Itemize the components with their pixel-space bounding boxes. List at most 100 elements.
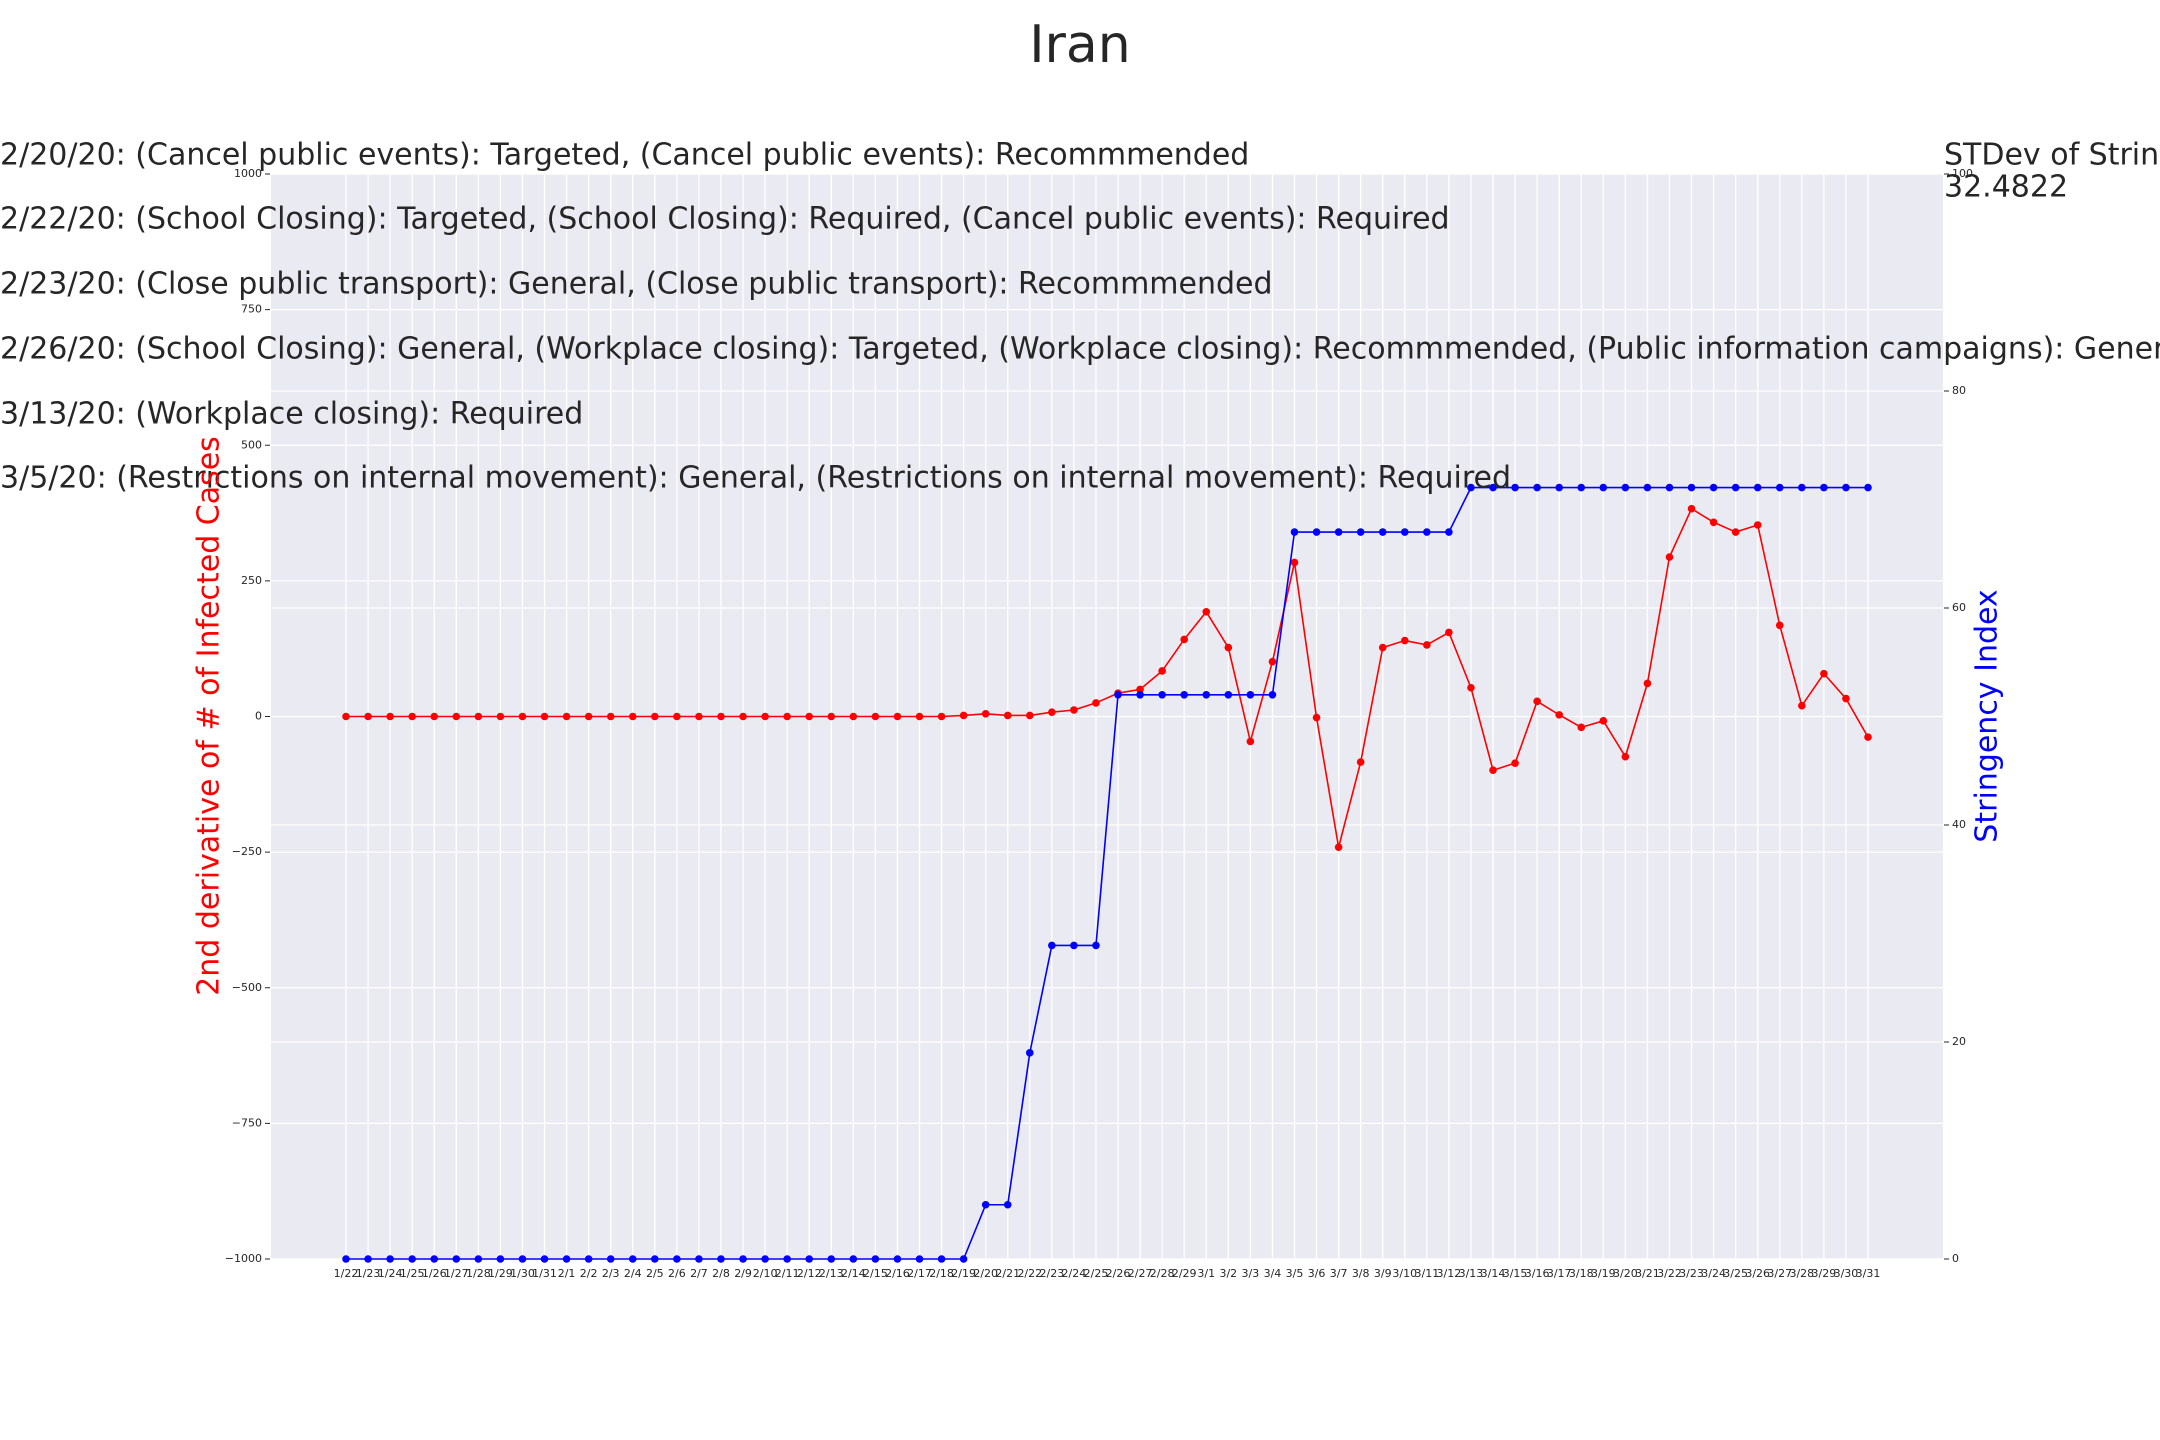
x-tick-label: 3/18 <box>1569 1267 1594 1280</box>
y-tick-label: 0 <box>255 710 262 723</box>
data-point <box>673 712 681 721</box>
x-tick-label: 3/11 <box>1414 1267 1439 1280</box>
data-point <box>871 1255 880 1263</box>
data-point <box>1180 635 1189 644</box>
data-point <box>1158 691 1166 699</box>
x-tick-label: 3/27 <box>1767 1267 1792 1280</box>
y2-tick-label: 20 <box>1952 1035 1966 1048</box>
x-tick-label: 2/28 <box>1150 1267 1175 1280</box>
data-point <box>1334 528 1343 536</box>
data-point <box>1048 941 1056 950</box>
data-point <box>739 1255 747 1263</box>
x-tick-label: 1/22 <box>334 1267 359 1280</box>
y2-tick-label: 0 <box>1952 1252 1959 1265</box>
data-point <box>496 712 505 721</box>
data-point <box>1070 706 1078 714</box>
data-point <box>1533 483 1541 492</box>
x-tick-label: 1/31 <box>532 1267 557 1280</box>
data-point <box>606 1255 615 1263</box>
data-point <box>540 712 549 721</box>
y2-tick-label: 40 <box>1952 818 1966 831</box>
data-point <box>1599 483 1608 492</box>
data-point <box>805 1255 814 1263</box>
x-tick-label: 3/28 <box>1789 1267 1814 1280</box>
x-tick-label: 2/5 <box>646 1267 664 1280</box>
data-point <box>1136 685 1144 694</box>
y2-tick-label: 100 <box>1952 167 1973 180</box>
data-point <box>386 1255 394 1263</box>
data-point <box>1621 483 1630 492</box>
x-tick-label: 2/18 <box>929 1267 954 1280</box>
data-point <box>1423 641 1431 649</box>
x-tick-label: 2/8 <box>712 1267 730 1280</box>
stdev-value: 32.4822 <box>1944 170 2068 205</box>
x-tick-label: 1/23 <box>356 1267 381 1280</box>
data-point <box>1224 691 1233 699</box>
x-tick-label: 3/5 <box>1286 1267 1304 1280</box>
x-tick-label: 2/17 <box>907 1267 932 1280</box>
y-axis-label: 2nd derivative of # of Infected Cases <box>192 436 227 996</box>
data-point <box>849 712 858 721</box>
x-tick-label: 3/24 <box>1701 1267 1726 1280</box>
data-point <box>342 712 350 721</box>
data-point <box>717 712 725 721</box>
data-point <box>1378 643 1387 652</box>
x-tick-label: 1/24 <box>378 1267 403 1280</box>
data-point <box>1224 643 1233 652</box>
y2-tick-label: 80 <box>1952 384 1966 397</box>
data-point <box>1400 636 1409 645</box>
data-point <box>1467 483 1475 492</box>
data-point <box>1246 737 1255 746</box>
data-point <box>959 711 968 720</box>
x-tick-label: 1/28 <box>466 1267 491 1280</box>
x-tick-label: 3/8 <box>1352 1267 1370 1280</box>
x-tick-label: 2/2 <box>580 1267 598 1280</box>
data-point <box>937 712 946 721</box>
data-point <box>1864 483 1872 492</box>
data-point <box>1709 518 1718 527</box>
x-tick-label: 3/17 <box>1547 1267 1572 1280</box>
y-tick-label: −1000 <box>225 1252 262 1265</box>
x-tick-label: 3/2 <box>1219 1267 1237 1280</box>
data-point <box>518 712 527 721</box>
data-point <box>1753 483 1762 492</box>
data-point <box>474 712 483 721</box>
data-point <box>1731 483 1740 492</box>
data-point <box>1246 691 1255 699</box>
data-point <box>981 1200 990 1209</box>
data-point <box>893 1255 902 1263</box>
x-tick-label: 3/12 <box>1437 1267 1462 1280</box>
data-point <box>452 1255 461 1263</box>
data-point <box>452 712 461 721</box>
data-point <box>1643 679 1652 688</box>
data-point <box>1687 483 1696 492</box>
data-point <box>408 1255 416 1263</box>
x-tick-label: 3/10 <box>1392 1267 1417 1280</box>
data-point <box>386 712 394 721</box>
x-tick-label: 1/27 <box>444 1267 469 1280</box>
y-tick-label: 1000 <box>234 167 262 180</box>
data-point <box>1136 691 1144 699</box>
chart-title: Iran <box>1029 15 1131 75</box>
x-tick-label: 3/7 <box>1330 1267 1348 1280</box>
data-point <box>717 1255 725 1263</box>
annotation: 2/26/20: (School Closing): General, (Wor… <box>0 332 2160 367</box>
x-tick-label: 2/23 <box>1040 1267 1065 1280</box>
y-tick-label: −500 <box>232 981 262 994</box>
data-point <box>1798 701 1806 710</box>
x-tick-label: 2/29 <box>1172 1267 1197 1280</box>
data-point <box>1048 708 1056 716</box>
stdev-label: STDev of Stringe <box>1944 138 2160 173</box>
data-point <box>1312 528 1321 536</box>
annotation: 3/13/20: (Workplace closing): Required <box>0 397 583 432</box>
data-point <box>1555 483 1563 492</box>
data-point <box>761 712 769 721</box>
data-point <box>1820 483 1828 492</box>
data-point <box>540 1255 549 1263</box>
data-point <box>364 712 372 721</box>
data-point <box>937 1255 946 1263</box>
data-point <box>1687 504 1696 513</box>
x-tick-label: 3/14 <box>1481 1267 1506 1280</box>
data-point <box>1842 483 1850 492</box>
